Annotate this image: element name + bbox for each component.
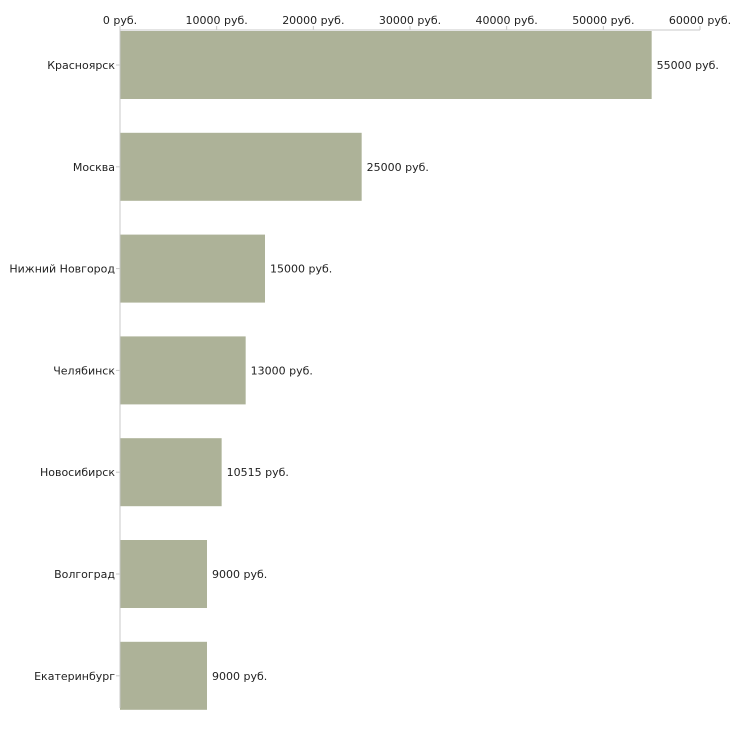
x-tick-label: 30000 руб. — [379, 14, 441, 27]
x-tick-label: 60000 руб. — [669, 14, 730, 27]
category-label: Новосибирск — [40, 466, 115, 479]
data-label: 9000 руб. — [212, 670, 267, 683]
x-tick-label: 40000 руб. — [476, 14, 538, 27]
bar — [120, 132, 362, 201]
bar — [120, 234, 265, 303]
data-label: 25000 руб. — [367, 161, 429, 174]
data-label: 13000 руб. — [251, 364, 313, 377]
bar — [120, 31, 652, 99]
data-label: 55000 руб. — [657, 59, 719, 72]
bar — [120, 540, 207, 608]
x-tick-label: 50000 руб. — [572, 14, 634, 27]
category-label: Нижний Новгород — [9, 263, 115, 276]
category-label: Волгоград — [54, 568, 115, 581]
bar — [120, 336, 246, 405]
bar — [120, 438, 222, 507]
x-tick-label: 0 руб. — [103, 14, 137, 27]
x-tick-label: 20000 руб. — [282, 14, 344, 27]
data-label: 9000 руб. — [212, 568, 267, 581]
category-label: Москва — [73, 161, 115, 174]
category-label: Челябинск — [53, 364, 115, 377]
bar — [120, 641, 207, 710]
data-label: 15000 руб. — [270, 263, 332, 276]
category-label: Красноярск — [47, 59, 115, 72]
category-label: Екатеринбург — [34, 670, 115, 683]
data-label: 10515 руб. — [227, 466, 289, 479]
x-tick-label: 10000 руб. — [186, 14, 248, 27]
